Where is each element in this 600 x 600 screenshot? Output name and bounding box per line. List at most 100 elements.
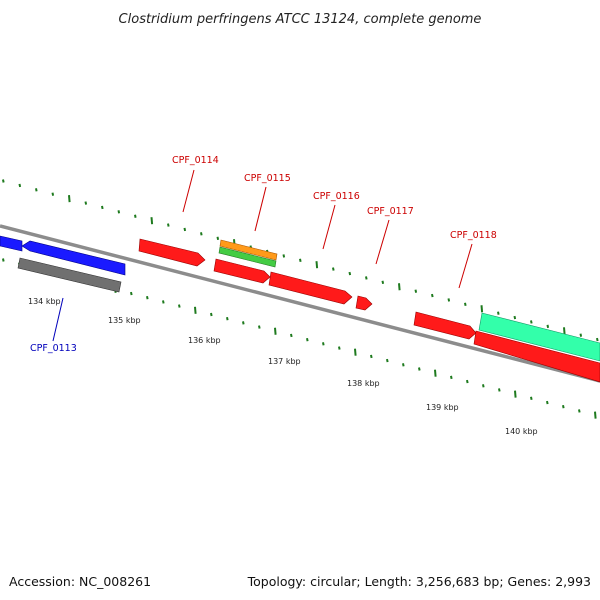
minor-tick-mark	[130, 291, 133, 296]
gene-red-cpf-0118-a	[413, 311, 477, 340]
tick-label: 136 kbp	[188, 336, 221, 345]
minor-tick-mark	[466, 379, 469, 384]
minor-tick-mark	[450, 375, 453, 380]
gene-green-cpf-0115	[218, 246, 277, 268]
minor-tick-mark	[381, 280, 385, 285]
accession-text: Accession: NC_008261	[9, 574, 151, 589]
minor-tick-mark	[134, 214, 137, 218]
gene-label-cpf-0115: CPF_0115	[244, 173, 291, 184]
gene-label-cpf-0114: CPF_0114	[172, 155, 219, 166]
leader-cpf-0114	[182, 169, 195, 213]
minor-tick-mark	[299, 258, 302, 262]
minor-tick-mark	[530, 396, 533, 401]
minor-tick-mark	[497, 311, 500, 315]
minor-tick-mark	[365, 276, 368, 280]
minor-tick-mark	[498, 388, 501, 392]
major-tick-mark	[480, 305, 484, 313]
minor-tick-mark	[402, 363, 405, 367]
major-tick-mark	[194, 306, 197, 314]
leader-lines	[52, 169, 473, 342]
minor-tick-mark	[282, 254, 286, 258]
minor-tick-mark	[332, 267, 335, 271]
minor-tick-mark	[306, 337, 309, 342]
gene-label-cpf-0118: CPF_0118	[450, 230, 497, 241]
minor-tick-mark	[290, 333, 293, 338]
tick-label: 138 kbp	[347, 379, 380, 388]
minor-tick-mark	[242, 321, 245, 325]
genome-summary-text: Topology: circular; Length: 3,256,683 bp…	[247, 574, 591, 589]
minor-tick-mark	[386, 358, 389, 363]
gene-label-cpf-0113: CPF_0113	[30, 343, 77, 354]
minor-tick-mark	[464, 302, 467, 307]
genome-backbone	[0, 224, 600, 383]
minor-tick-mark	[546, 324, 550, 329]
gene-red-cpf-0117	[355, 295, 373, 311]
major-tick-mark	[398, 283, 401, 291]
minor-tick-mark	[578, 409, 581, 413]
gene-red-cpf-0118-b	[473, 330, 600, 383]
minor-tick-mark	[18, 183, 22, 188]
major-tick-mark	[514, 390, 517, 398]
minor-tick-mark	[200, 232, 203, 236]
gene-orange-cpf-0115	[219, 239, 278, 261]
minor-tick-mark	[2, 179, 5, 183]
gene-teal-cpf-0118	[478, 312, 600, 362]
leader-cpf-0113	[52, 297, 64, 342]
minor-tick-mark	[596, 337, 599, 342]
minor-tick-mark	[51, 192, 55, 196]
gene-gray-cpf-0113	[17, 257, 122, 293]
major-tick-mark	[68, 195, 71, 203]
minor-tick-mark	[35, 188, 38, 192]
minor-tick-mark	[210, 312, 213, 317]
tick-label: 140 kbp	[505, 427, 538, 436]
tick-label: 134 kbp	[28, 297, 61, 306]
leader-cpf-0116	[322, 204, 336, 250]
gene-labels: CPF_0113 CPF_0114 CPF_0115 CPF_0116 CPF_…	[30, 155, 497, 354]
minor-tick-mark	[418, 367, 421, 371]
minor-tick-mark	[414, 289, 418, 293]
gene-red-cpf-0116	[268, 271, 353, 305]
minor-tick-mark	[482, 384, 485, 388]
tick-labels: 134 kbp 135 kbp 136 kbp 137 kbp 138 kbp …	[28, 297, 538, 436]
leader-cpf-0115	[254, 186, 267, 232]
gene-label-cpf-0117: CPF_0117	[367, 206, 414, 217]
minor-tick-mark	[447, 298, 451, 302]
minor-tick-mark	[348, 271, 352, 276]
major-tick-mark	[434, 369, 437, 377]
minor-tick-mark	[579, 333, 583, 337]
major-tick-mark	[274, 327, 277, 335]
tick-label: 139 kbp	[426, 403, 459, 412]
leader-cpf-0118	[458, 243, 473, 289]
gene-blue-cpf-0113	[21, 240, 126, 276]
outer-tick-track	[2, 179, 599, 342]
minor-tick-mark	[530, 320, 533, 324]
tick-label: 137 kbp	[268, 357, 301, 366]
minor-tick-mark	[117, 210, 121, 214]
major-tick-mark	[150, 217, 154, 225]
map-title: Clostridium perfringens ATCC 13124, comp…	[119, 12, 482, 27]
major-tick-mark	[354, 348, 357, 356]
minor-tick-mark	[84, 201, 88, 205]
minor-tick-mark	[322, 342, 325, 346]
minor-tick-mark	[162, 300, 165, 304]
minor-tick-mark	[562, 405, 565, 409]
minor-tick-mark	[183, 227, 187, 232]
major-tick-mark	[315, 261, 319, 269]
minor-tick-mark	[258, 325, 261, 329]
tick-label: 135 kbp	[108, 316, 141, 325]
gene-red-cpf-0115	[213, 258, 271, 284]
minor-tick-mark	[2, 258, 5, 262]
minor-tick-mark	[431, 293, 434, 298]
major-tick-mark	[563, 327, 566, 335]
minor-tick-mark	[513, 315, 517, 320]
minor-tick-mark	[338, 346, 341, 350]
major-tick-mark	[594, 411, 597, 419]
minor-tick-mark	[146, 296, 149, 300]
minor-tick-mark	[226, 316, 229, 321]
gene-red-cpf-0114	[138, 238, 206, 267]
minor-tick-mark	[216, 236, 220, 240]
minor-tick-mark	[101, 205, 104, 210]
leader-cpf-0117	[375, 219, 390, 265]
minor-tick-mark	[546, 400, 549, 405]
